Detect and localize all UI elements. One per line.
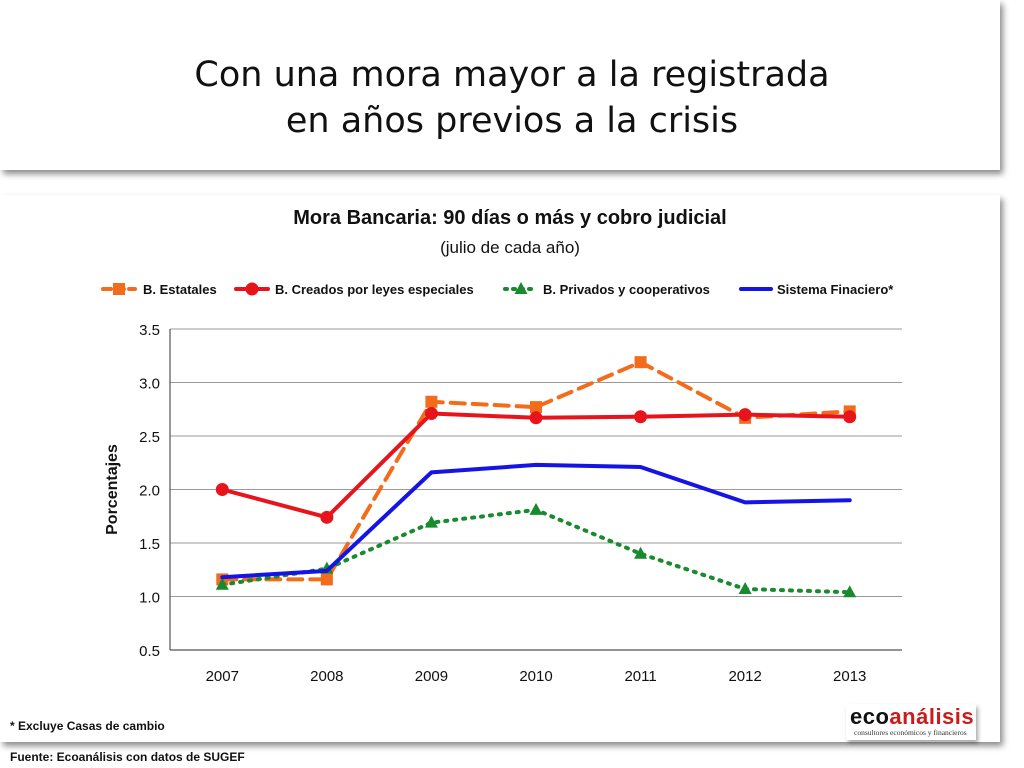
data-point — [634, 356, 647, 369]
data-point — [529, 411, 543, 425]
data-point — [738, 408, 752, 422]
data-point — [738, 582, 752, 595]
data-point — [215, 483, 229, 496]
data-point — [843, 410, 857, 424]
data-point — [514, 282, 528, 294]
data-point — [425, 395, 438, 408]
data-point — [634, 410, 648, 424]
x-tick-label: 2008 — [310, 668, 343, 685]
y-axis-label: Porcentajes — [104, 444, 121, 535]
data-point — [634, 546, 648, 559]
y-tick-label: 3.0 — [139, 376, 160, 393]
brand-name-analisis: análisis — [889, 704, 975, 729]
data-point — [424, 515, 438, 528]
slide-title: Con una mora mayor a la registrada en añ… — [0, 52, 1024, 144]
y-tick-label: 2.0 — [139, 483, 160, 500]
legend-label: B. Creados por leyes especiales — [275, 282, 474, 297]
slide-title-line-1: Con una mora mayor a la registrada — [194, 55, 830, 95]
data-point — [530, 401, 542, 414]
x-tick-label: 2011 — [624, 668, 656, 685]
y-tick-label: 2.5 — [139, 429, 160, 446]
data-point — [320, 573, 333, 586]
series-line — [220, 462, 852, 580]
legend-label: Sistema Finaciero* — [777, 282, 894, 297]
brand-logo: ecoanálisis consultores económicos y fin… — [846, 704, 976, 740]
series-line — [220, 360, 852, 582]
x-tick-label: 2007 — [206, 668, 239, 685]
title-card — [0, 0, 1000, 170]
x-tick-label: 2012 — [728, 668, 761, 685]
source-note: Fuente: Ecoanálisis con datos de SUGEF — [10, 750, 245, 764]
footnote: * Excluye Casas de cambio — [10, 719, 165, 733]
x-tick-label: 2010 — [519, 668, 552, 685]
brand-name: ecoanálisis — [850, 704, 974, 730]
data-point — [843, 585, 857, 598]
data-point — [113, 283, 125, 295]
y-tick-label: 1.0 — [139, 590, 160, 607]
brand-name-eco: eco — [850, 704, 890, 729]
data-point — [529, 502, 543, 515]
legend-label: B. Estatales — [143, 282, 217, 297]
y-tick-label: 0.5 — [139, 643, 160, 660]
legend-label: B. Privados y cooperativos — [543, 282, 710, 297]
y-tick-label: 3.5 — [139, 322, 160, 339]
y-tick-label: 1.5 — [139, 536, 160, 553]
data-point — [245, 282, 259, 296]
chart-subtitle: (julio de cada año) — [440, 238, 580, 257]
data-point — [424, 407, 438, 421]
data-point — [215, 577, 229, 590]
chart-title: Mora Bancaria: 90 días o más y cobro jud… — [293, 207, 727, 229]
data-point — [320, 510, 334, 524]
x-tick-label: 2013 — [833, 668, 866, 685]
brand-tagline: consultores económicos y financieros — [854, 728, 967, 737]
x-tick-label: 2009 — [415, 668, 448, 685]
slide-title-line-2: en años previos a la crisis — [285, 101, 739, 141]
